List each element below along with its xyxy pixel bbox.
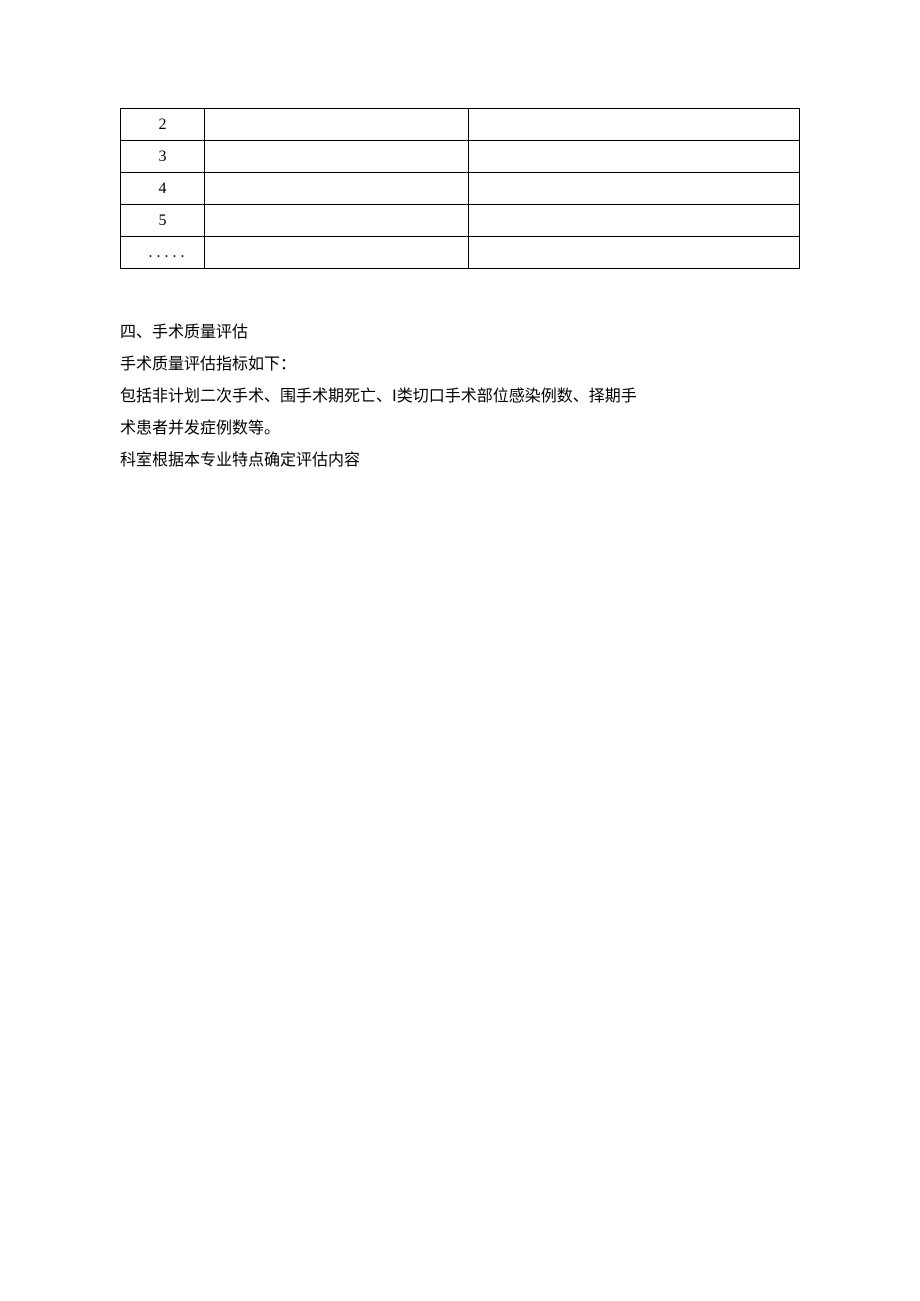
body-text-line3: 科室根据本专业特点确定评估内容	[120, 445, 800, 477]
text-section: 四、手术质量评估 手术质量评估指标如下： 包括非计划二次手术、围手术期死亡、Ⅰ类…	[120, 317, 800, 477]
table-cell-row1-col3	[469, 109, 800, 141]
table-cell-row1-col2	[205, 109, 469, 141]
data-table: 2 3 4 5 . . . . .	[120, 108, 800, 269]
table-row: . . . . .	[121, 237, 800, 269]
table-cell-row5-col2	[205, 237, 469, 269]
table-cell-row4-col2	[205, 205, 469, 237]
table-cell-row2-col1: 3	[121, 141, 205, 173]
body-text-line1: 包括非计划二次手术、围手术期死亡、Ⅰ类切口手术部位感染例数、择期手	[120, 381, 800, 413]
table-cell-row5-col1: . . . . .	[121, 237, 205, 269]
table-cell-row3-col1: 4	[121, 173, 205, 205]
table-cell-row1-col1: 2	[121, 109, 205, 141]
table-cell-row5-col3	[469, 237, 800, 269]
table-row: 4	[121, 173, 800, 205]
table-cell-row4-col3	[469, 205, 800, 237]
body-text-line2: 术患者并发症例数等。	[120, 413, 800, 445]
table-cell-row2-col2	[205, 141, 469, 173]
section-heading: 四、手术质量评估	[120, 317, 800, 349]
table-cell-row4-col1: 5	[121, 205, 205, 237]
table-cell-row2-col3	[469, 141, 800, 173]
table-row: 5	[121, 205, 800, 237]
table-row: 2	[121, 109, 800, 141]
table-cell-row3-col3	[469, 173, 800, 205]
table-row: 3	[121, 141, 800, 173]
section-subheading: 手术质量评估指标如下：	[120, 349, 800, 381]
table-cell-row3-col2	[205, 173, 469, 205]
